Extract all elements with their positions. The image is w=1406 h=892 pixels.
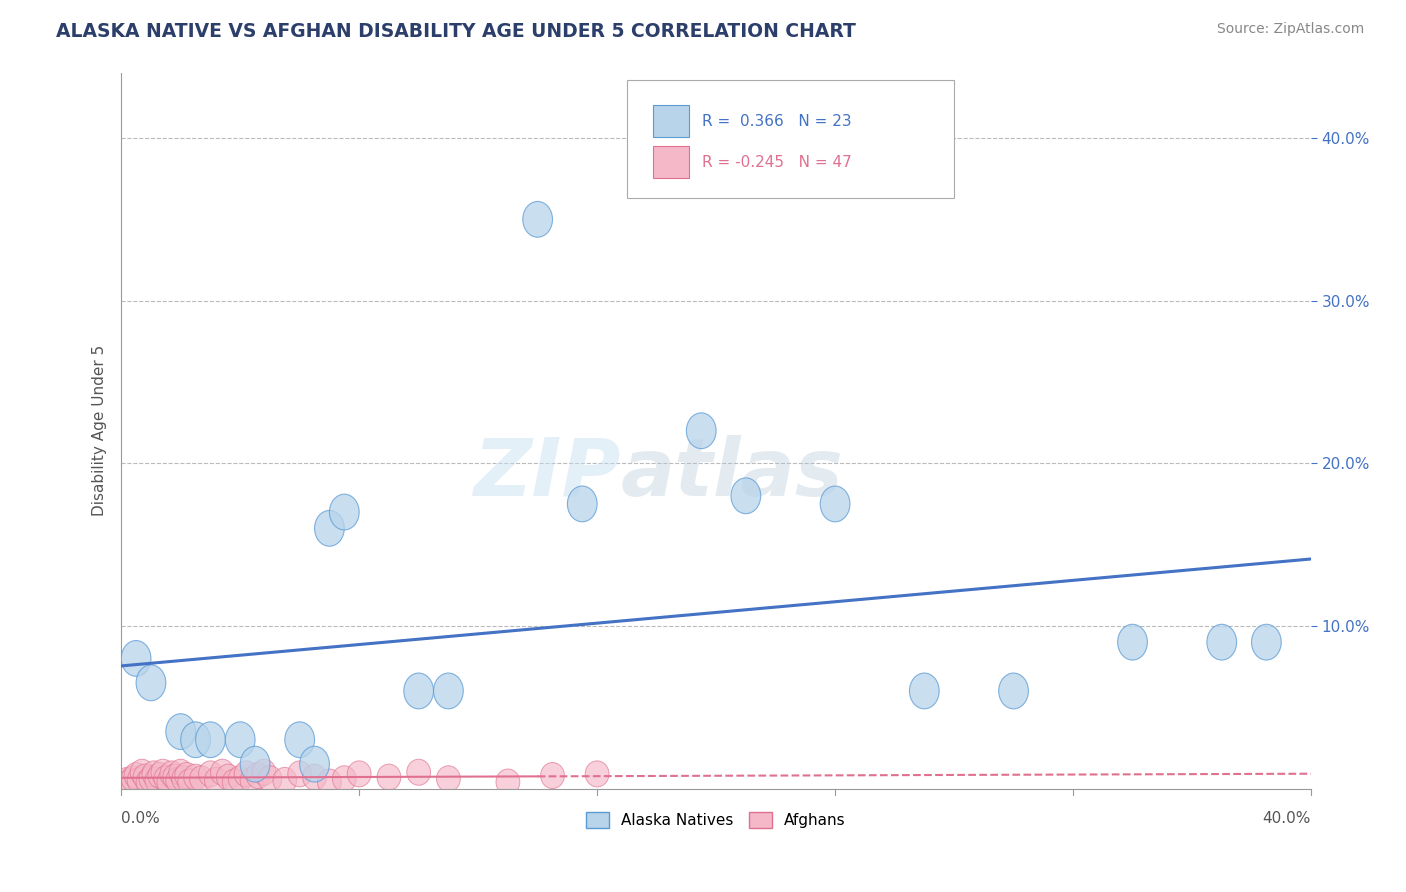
- FancyBboxPatch shape: [652, 146, 689, 178]
- Ellipse shape: [121, 640, 150, 676]
- Ellipse shape: [131, 759, 153, 785]
- Ellipse shape: [315, 510, 344, 546]
- Ellipse shape: [585, 761, 609, 787]
- Ellipse shape: [169, 759, 193, 785]
- Text: R = -0.245   N = 47: R = -0.245 N = 47: [702, 155, 852, 169]
- Ellipse shape: [198, 761, 222, 787]
- Ellipse shape: [142, 761, 166, 787]
- Ellipse shape: [228, 765, 252, 792]
- Ellipse shape: [1251, 624, 1281, 660]
- Ellipse shape: [288, 761, 312, 787]
- Ellipse shape: [211, 759, 235, 785]
- Ellipse shape: [1118, 624, 1147, 660]
- Y-axis label: Disability Age Under 5: Disability Age Under 5: [93, 345, 107, 516]
- Ellipse shape: [332, 765, 356, 792]
- Ellipse shape: [820, 486, 851, 522]
- Ellipse shape: [329, 494, 359, 530]
- Ellipse shape: [190, 765, 214, 792]
- FancyBboxPatch shape: [652, 105, 689, 137]
- Ellipse shape: [240, 747, 270, 782]
- Ellipse shape: [436, 765, 460, 792]
- Legend: Alaska Natives, Afghans: Alaska Natives, Afghans: [581, 806, 852, 835]
- Ellipse shape: [118, 769, 142, 795]
- Ellipse shape: [318, 769, 342, 795]
- Ellipse shape: [222, 769, 246, 795]
- Ellipse shape: [163, 764, 187, 790]
- Ellipse shape: [195, 722, 225, 757]
- Ellipse shape: [136, 769, 160, 795]
- Ellipse shape: [160, 761, 184, 787]
- Text: ZIP: ZIP: [474, 434, 621, 513]
- Ellipse shape: [235, 761, 259, 787]
- Ellipse shape: [246, 763, 270, 789]
- Ellipse shape: [404, 673, 433, 709]
- Ellipse shape: [240, 767, 264, 793]
- Ellipse shape: [523, 202, 553, 237]
- Ellipse shape: [153, 765, 177, 792]
- Ellipse shape: [148, 763, 172, 789]
- FancyBboxPatch shape: [627, 80, 955, 198]
- Ellipse shape: [174, 763, 198, 789]
- Text: 0.0%: 0.0%: [121, 812, 160, 826]
- Ellipse shape: [998, 673, 1028, 709]
- Ellipse shape: [139, 765, 163, 792]
- Text: 40.0%: 40.0%: [1263, 812, 1310, 826]
- Ellipse shape: [285, 722, 315, 757]
- Ellipse shape: [177, 769, 201, 795]
- Ellipse shape: [157, 769, 181, 795]
- Ellipse shape: [910, 673, 939, 709]
- Ellipse shape: [225, 722, 254, 757]
- Ellipse shape: [302, 764, 326, 790]
- Ellipse shape: [124, 763, 148, 789]
- Ellipse shape: [252, 759, 276, 785]
- Ellipse shape: [217, 764, 240, 790]
- Text: R =  0.366   N = 23: R = 0.366 N = 23: [702, 114, 852, 129]
- Text: ALASKA NATIVE VS AFGHAN DISABILITY AGE UNDER 5 CORRELATION CHART: ALASKA NATIVE VS AFGHAN DISABILITY AGE U…: [56, 22, 856, 41]
- Ellipse shape: [273, 767, 297, 793]
- Ellipse shape: [150, 759, 174, 785]
- Text: Source: ZipAtlas.com: Source: ZipAtlas.com: [1216, 22, 1364, 37]
- Ellipse shape: [145, 767, 169, 793]
- Ellipse shape: [166, 767, 190, 793]
- Ellipse shape: [115, 767, 139, 793]
- Ellipse shape: [184, 764, 208, 790]
- Ellipse shape: [377, 764, 401, 790]
- Ellipse shape: [568, 486, 598, 522]
- Ellipse shape: [259, 765, 281, 792]
- Ellipse shape: [136, 665, 166, 701]
- Ellipse shape: [127, 767, 150, 793]
- Ellipse shape: [686, 413, 716, 449]
- Ellipse shape: [166, 714, 195, 749]
- Ellipse shape: [181, 722, 211, 757]
- Ellipse shape: [731, 478, 761, 514]
- Ellipse shape: [496, 769, 520, 795]
- Ellipse shape: [121, 765, 145, 792]
- Ellipse shape: [433, 673, 464, 709]
- Ellipse shape: [134, 764, 157, 790]
- Ellipse shape: [541, 763, 564, 789]
- Ellipse shape: [347, 761, 371, 787]
- Ellipse shape: [204, 767, 228, 793]
- Ellipse shape: [299, 747, 329, 782]
- Ellipse shape: [1206, 624, 1237, 660]
- Text: atlas: atlas: [621, 434, 844, 513]
- Ellipse shape: [406, 759, 430, 785]
- Ellipse shape: [172, 765, 195, 792]
